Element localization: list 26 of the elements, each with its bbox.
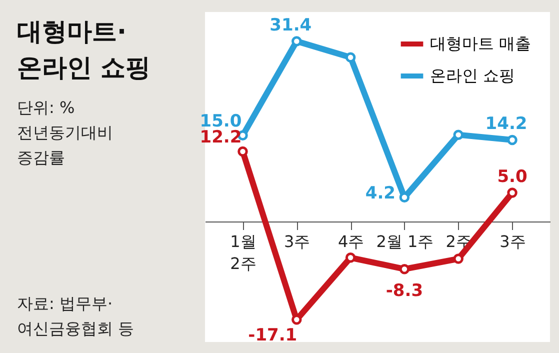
- point: [507, 188, 518, 198]
- data-label: 5.0: [497, 166, 528, 187]
- data-label: -17.1: [248, 326, 298, 346]
- point: [292, 36, 302, 46]
- x-tick-label: 1월 2주: [230, 232, 256, 273]
- x-tick-label: 3주: [284, 232, 310, 251]
- point: [399, 264, 410, 274]
- point: [345, 252, 356, 263]
- data-label: 14.2: [485, 114, 528, 134]
- text: 단위: % 전년동기대비 증감률: [17, 98, 113, 167]
- data-label: 12.2: [200, 127, 242, 148]
- text: 대형마트· 온라인 쇼핑: [17, 17, 151, 82]
- x-tick-label: 2월 1주: [376, 232, 434, 251]
- point: [453, 254, 464, 264]
- legend-label: 온라인 쇼핑: [430, 66, 516, 85]
- point: [345, 52, 356, 62]
- legend-label: 대형마트 매출: [430, 34, 532, 53]
- point: [507, 134, 518, 146]
- data-label: 4.2: [365, 183, 396, 204]
- data-label: 31.4: [270, 15, 312, 36]
- x-tick-label: 4주: [338, 232, 364, 251]
- data-label: -8.3: [386, 281, 424, 302]
- text: 자료: 법무부· 여신금융협회 등: [17, 294, 134, 338]
- point: [238, 146, 248, 157]
- x-tick-label: 3주: [500, 232, 526, 251]
- point: [453, 130, 464, 140]
